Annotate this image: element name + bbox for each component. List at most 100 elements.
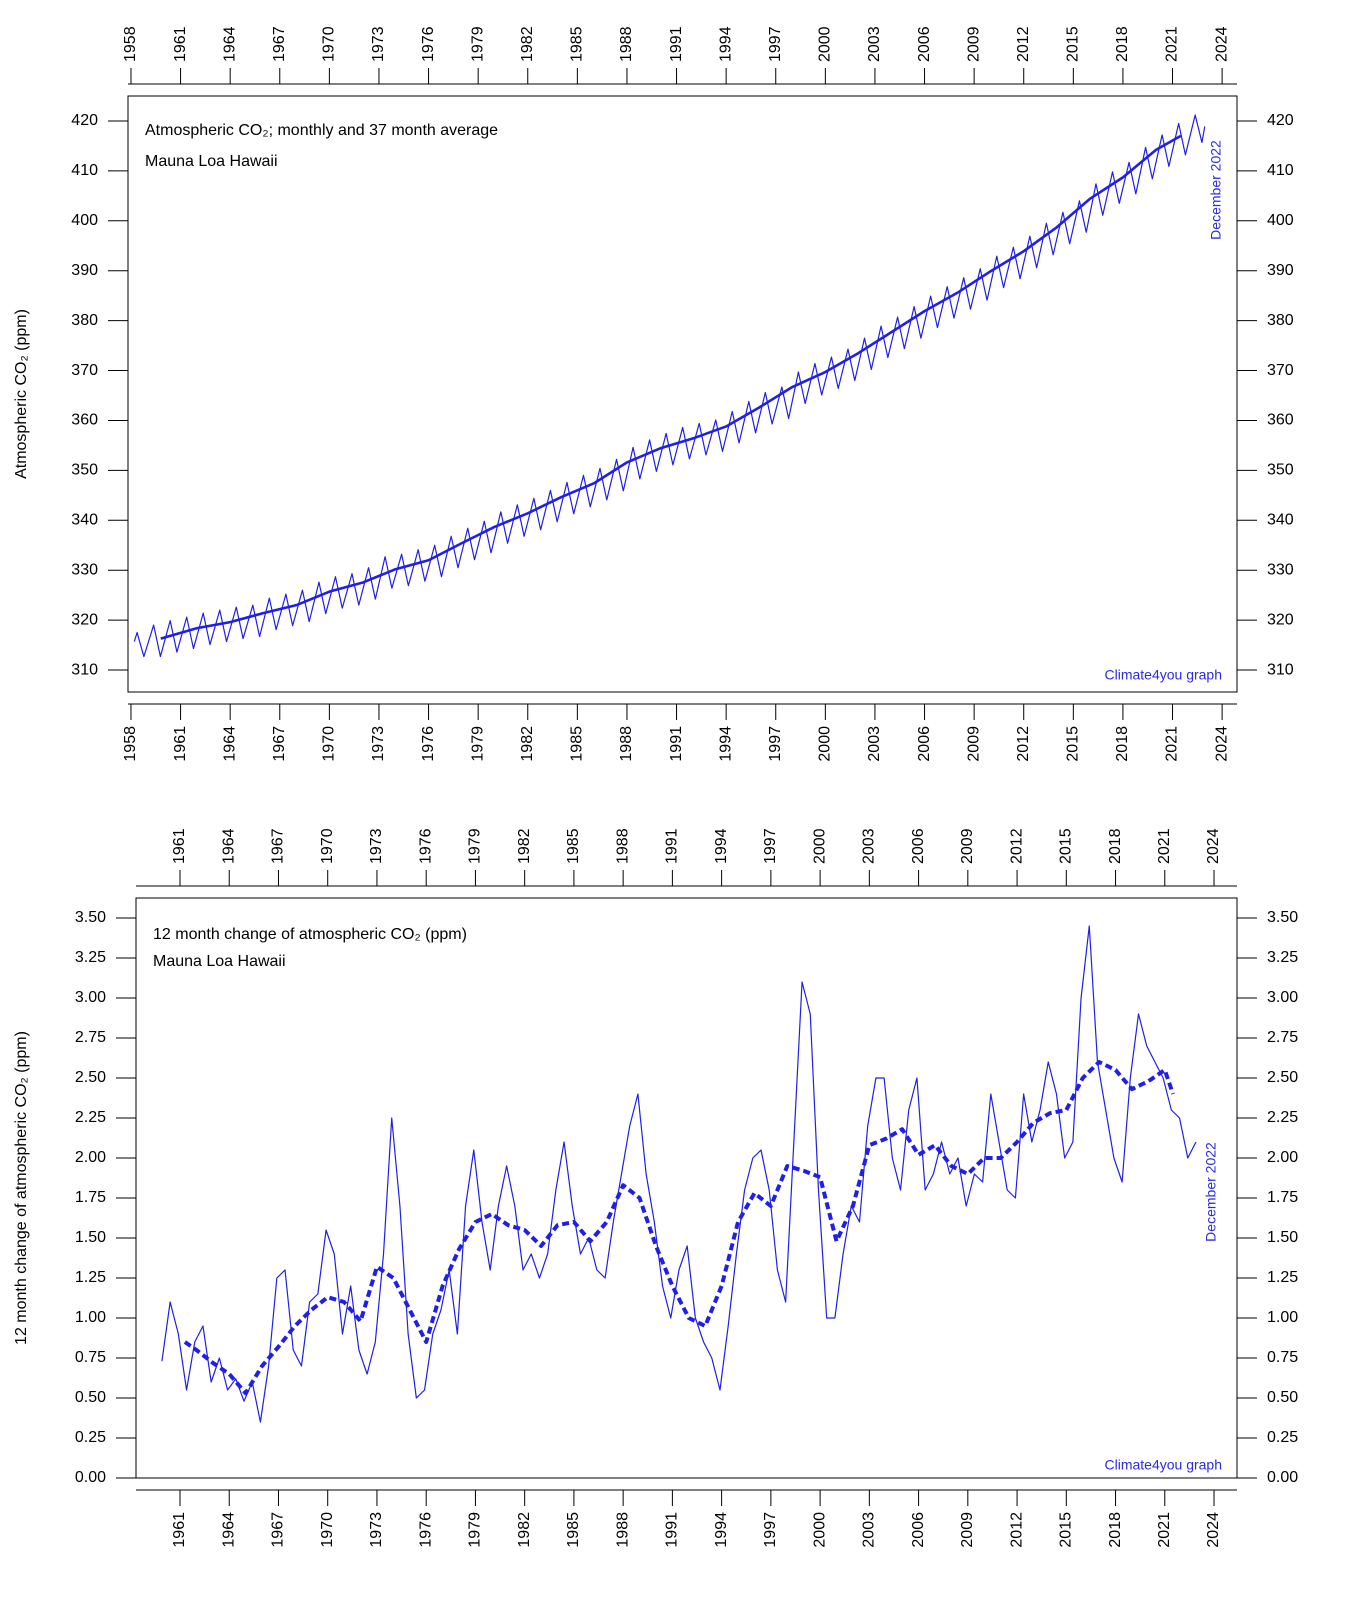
x-tick-label: 1970 xyxy=(319,828,336,864)
y-tick-label: 3.25 xyxy=(1267,949,1298,966)
x-tick-label: 1961 xyxy=(171,828,188,864)
y-tick-label: 0.50 xyxy=(75,1389,106,1406)
x-tick-label: 2009 xyxy=(965,726,982,762)
y-axis-label: 12 month change of atmospheric CO₂ (ppm) xyxy=(13,1031,30,1345)
x-tick-label: 1997 xyxy=(767,26,784,62)
y-tick-label: 0.00 xyxy=(75,1469,106,1486)
x-tick-label: 1973 xyxy=(370,26,387,62)
x-tick-label: 1997 xyxy=(762,1512,779,1548)
y-tick-label: 3.25 xyxy=(75,949,106,966)
y-tick-label: 370 xyxy=(1267,362,1294,379)
x-tick-label: 2003 xyxy=(861,828,878,864)
x-tick-label: 1967 xyxy=(271,26,288,62)
x-tick-label: 2009 xyxy=(959,828,976,864)
y-tick-label: 340 xyxy=(71,512,98,529)
annotation: Climate4you graph xyxy=(1104,667,1222,683)
x-tick-label: 1994 xyxy=(717,26,734,62)
x-tick-label: 1964 xyxy=(221,726,238,762)
y-tick-label: 2.50 xyxy=(1267,1069,1298,1086)
x-tick-label: 1982 xyxy=(516,828,533,864)
x-tick-label: 1964 xyxy=(221,26,238,62)
y-tick-label: 420 xyxy=(1267,112,1294,129)
x-tick-label: 2000 xyxy=(817,726,834,762)
y-tick-label: 1.25 xyxy=(1267,1269,1298,1286)
x-tick-label: 1985 xyxy=(569,726,586,762)
y-tick-label: 350 xyxy=(71,462,98,479)
plot-frame xyxy=(135,897,1238,1479)
data-line xyxy=(161,925,1197,1423)
y-tick-label: 380 xyxy=(1267,312,1294,329)
x-tick-label: 1961 xyxy=(172,726,189,762)
y-tick-label: 1.50 xyxy=(75,1229,106,1246)
y-tick-label: 310 xyxy=(1267,661,1294,678)
y-tick-label: 330 xyxy=(1267,561,1294,578)
x-tick-label: 1985 xyxy=(569,26,586,62)
x-tick-label: 2003 xyxy=(866,726,883,762)
y-tick-label: 400 xyxy=(1267,212,1294,229)
x-tick-label: 1988 xyxy=(618,726,635,762)
x-tick-label: 1991 xyxy=(664,828,681,864)
x-tick-label: 2015 xyxy=(1065,26,1082,62)
annotation: December 2022 xyxy=(1208,140,1224,240)
plot-frame xyxy=(127,95,1238,693)
x-tick-label: 1982 xyxy=(519,26,536,62)
y-tick-label: 3.00 xyxy=(1267,989,1298,1006)
x-tick-label: 1970 xyxy=(321,726,338,762)
y-tick-label: 410 xyxy=(71,162,98,179)
y-tick-label: 420 xyxy=(71,112,98,129)
x-tick-label: 2009 xyxy=(959,1512,976,1548)
y-tick-label: 2.75 xyxy=(75,1029,106,1046)
x-tick-label: 1964 xyxy=(220,828,237,864)
x-tick-label: 1973 xyxy=(370,726,387,762)
y-tick-label: 0.00 xyxy=(1267,1469,1298,1486)
y-tick-label: 1.75 xyxy=(1267,1189,1298,1206)
x-tick-label: 1958 xyxy=(122,726,139,762)
y-tick-label: 0.75 xyxy=(75,1349,106,1366)
x-tick-label: 1973 xyxy=(368,1512,385,1548)
y-tick-label: 320 xyxy=(71,611,98,628)
x-tick-label: 2018 xyxy=(1114,26,1131,62)
x-tick-label: 2018 xyxy=(1107,1512,1124,1548)
x-tick-label: 2024 xyxy=(1213,726,1230,762)
x-tick-label: 1976 xyxy=(420,26,437,62)
y-tick-label: 350 xyxy=(1267,462,1294,479)
y-tick-label: 320 xyxy=(1267,611,1294,628)
x-tick-label: 2012 xyxy=(1008,828,1025,864)
x-tick-label: 1970 xyxy=(321,26,338,62)
y-tick-label: 0.50 xyxy=(1267,1389,1298,1406)
y-tick-label: 1.75 xyxy=(75,1189,106,1206)
y-tick-label: 390 xyxy=(71,262,98,279)
x-tick-label: 2021 xyxy=(1164,26,1181,62)
x-tick-label: 1973 xyxy=(368,828,385,864)
x-tick-label: 1988 xyxy=(614,1512,631,1548)
x-tick-label: 1994 xyxy=(717,726,734,762)
data-line xyxy=(160,134,1182,640)
chart-subtitle: Mauna Loa Hawaii xyxy=(145,153,278,170)
x-tick-label: 1976 xyxy=(417,828,434,864)
x-tick-label: 2000 xyxy=(811,1512,828,1548)
x-tick-label: 1988 xyxy=(618,26,635,62)
x-tick-label: 2000 xyxy=(811,828,828,864)
x-tick-label: 1982 xyxy=(516,1512,533,1548)
x-tick-label: 1979 xyxy=(467,828,484,864)
x-tick-label: 2024 xyxy=(1205,1512,1222,1548)
x-tick-label: 2003 xyxy=(866,26,883,62)
data-line xyxy=(133,114,1206,658)
annotation: December 2022 xyxy=(1203,1142,1219,1242)
y-tick-label: 3.00 xyxy=(75,989,106,1006)
y-tick-label: 400 xyxy=(71,212,98,229)
x-tick-label: 1982 xyxy=(519,726,536,762)
x-tick-label: 1991 xyxy=(668,726,685,762)
x-tick-label: 1961 xyxy=(171,1512,188,1548)
y-tick-label: 1.00 xyxy=(1267,1309,1298,1326)
y-tick-label: 380 xyxy=(71,312,98,329)
x-tick-label: 1958 xyxy=(122,26,139,62)
x-tick-label: 2024 xyxy=(1205,828,1222,864)
x-tick-label: 2006 xyxy=(910,1512,927,1548)
x-tick-label: 2012 xyxy=(1015,26,1032,62)
x-tick-label: 2000 xyxy=(817,26,834,62)
y-tick-label: 2.00 xyxy=(75,1149,106,1166)
x-tick-label: 1991 xyxy=(664,1512,681,1548)
x-tick-label: 1994 xyxy=(713,1512,730,1548)
x-tick-label: 2003 xyxy=(861,1512,878,1548)
